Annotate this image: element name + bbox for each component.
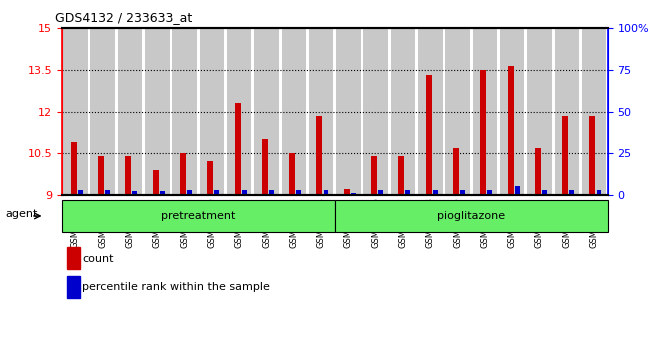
Bar (187, 190, 192, 195)
Bar (118, 28, 142, 195)
Bar (597, 190, 601, 195)
Bar (554, 28, 579, 195)
Text: pioglitazone: pioglitazone (437, 211, 505, 221)
Bar (172, 28, 197, 195)
Bar (235, 103, 240, 195)
Bar (406, 190, 410, 195)
Bar (133, 192, 137, 195)
Bar (317, 116, 322, 195)
Bar (242, 190, 246, 195)
Bar (71, 142, 77, 195)
Bar (460, 190, 465, 195)
Bar (90, 28, 115, 195)
Bar (125, 156, 131, 195)
Bar (508, 66, 514, 195)
Bar (535, 148, 541, 195)
Bar (214, 190, 219, 195)
Bar (105, 190, 110, 195)
Bar (98, 156, 104, 195)
Bar (67, 276, 81, 298)
Text: agent: agent (5, 209, 37, 219)
Bar (200, 28, 224, 195)
Bar (378, 190, 383, 195)
Bar (269, 190, 274, 195)
Bar (344, 189, 350, 195)
Text: percentile rank within the sample: percentile rank within the sample (83, 282, 270, 292)
Bar (398, 156, 404, 195)
Bar (418, 28, 443, 195)
Bar (309, 28, 333, 195)
Bar (542, 190, 547, 195)
FancyBboxPatch shape (62, 200, 335, 232)
Bar (145, 28, 170, 195)
Bar (160, 192, 164, 195)
FancyBboxPatch shape (335, 200, 608, 232)
Bar (289, 153, 295, 195)
Bar (500, 28, 525, 195)
Bar (562, 116, 568, 195)
Bar (480, 70, 486, 195)
Bar (324, 190, 328, 195)
Bar (207, 161, 213, 195)
Bar (488, 190, 492, 195)
Bar (590, 116, 595, 195)
Bar (227, 28, 252, 195)
Bar (569, 190, 574, 195)
Text: GDS4132 / 233633_at: GDS4132 / 233633_at (55, 11, 192, 24)
Bar (433, 190, 437, 195)
Bar (351, 193, 356, 195)
Bar (336, 28, 361, 195)
Bar (296, 190, 301, 195)
Bar (527, 28, 552, 195)
Bar (515, 186, 519, 195)
Bar (453, 148, 459, 195)
Bar (473, 28, 497, 195)
Bar (63, 28, 88, 195)
Bar (281, 28, 306, 195)
Bar (254, 28, 279, 195)
Bar (445, 28, 470, 195)
Bar (371, 156, 377, 195)
Bar (582, 28, 606, 195)
Bar (180, 153, 186, 195)
Text: pretreatment: pretreatment (161, 211, 235, 221)
Bar (67, 247, 81, 269)
Bar (78, 190, 83, 195)
Bar (391, 28, 415, 195)
Text: count: count (83, 253, 114, 264)
Bar (262, 139, 268, 195)
Bar (426, 75, 432, 195)
Bar (153, 170, 159, 195)
Bar (363, 28, 388, 195)
